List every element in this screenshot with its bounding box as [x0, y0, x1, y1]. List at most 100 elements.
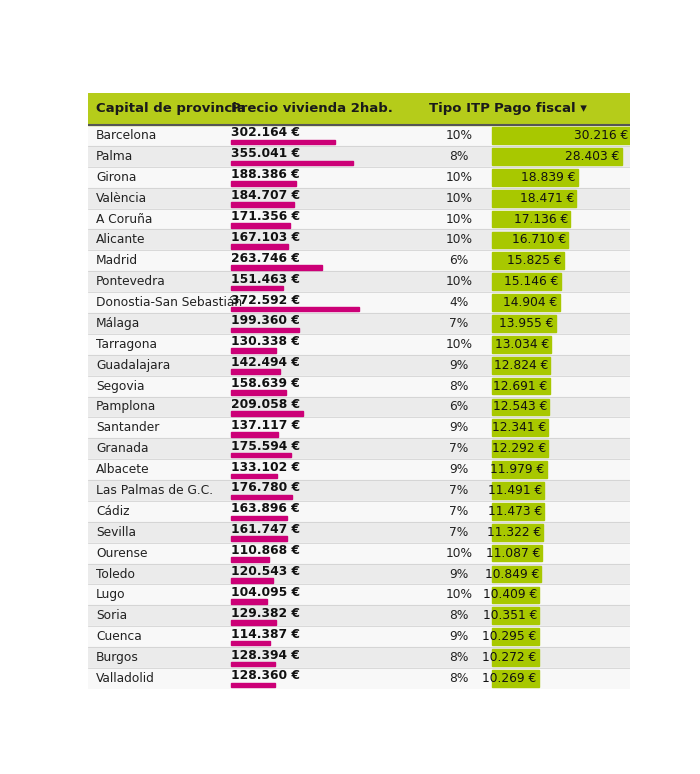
Bar [231, 348, 276, 353]
Text: 8%: 8% [449, 672, 469, 685]
Bar [231, 411, 303, 416]
Text: Guadalajara: Guadalajara [96, 358, 170, 372]
Text: 7%: 7% [449, 442, 469, 455]
Bar [231, 244, 288, 248]
Bar [231, 327, 300, 332]
Text: 12.691 €: 12.691 € [494, 379, 547, 392]
Bar [231, 453, 291, 457]
Text: 30.216 €: 30.216 € [573, 129, 628, 142]
Text: 372.592 €: 372.592 € [231, 293, 300, 307]
Text: 4%: 4% [449, 296, 469, 309]
Text: 13.955 €: 13.955 € [499, 317, 554, 330]
Text: 10%: 10% [446, 234, 473, 246]
Text: 14.904 €: 14.904 € [503, 296, 558, 309]
Bar [231, 662, 275, 666]
Text: 10%: 10% [446, 192, 473, 204]
Bar [231, 265, 321, 269]
Bar [231, 474, 276, 478]
Text: 10%: 10% [446, 171, 473, 183]
Text: 12.292 €: 12.292 € [491, 442, 546, 455]
Bar [88, 354, 630, 375]
Bar [491, 566, 541, 582]
Bar [231, 683, 275, 687]
Bar [88, 584, 630, 605]
Text: 120.543 €: 120.543 € [231, 565, 300, 578]
Bar [491, 294, 560, 311]
Bar [231, 641, 270, 646]
Bar [491, 148, 622, 165]
Text: 12.341 €: 12.341 € [491, 421, 546, 434]
Text: 7%: 7% [449, 505, 469, 518]
Text: 7%: 7% [449, 484, 469, 497]
Text: 6%: 6% [449, 255, 469, 267]
Bar [88, 146, 630, 167]
Text: 161.747 €: 161.747 € [231, 523, 300, 536]
Text: Capital de provincia: Capital de provincia [96, 102, 246, 115]
Text: Lugo: Lugo [96, 588, 126, 601]
Text: 129.382 €: 129.382 € [231, 607, 300, 620]
Text: Burgos: Burgos [96, 651, 139, 664]
Text: 15.825 €: 15.825 € [508, 255, 562, 267]
Text: Albacete: Albacete [96, 463, 150, 476]
Bar [231, 495, 292, 499]
Text: 7%: 7% [449, 317, 469, 330]
Text: 10.351 €: 10.351 € [482, 609, 537, 622]
Bar [88, 334, 630, 354]
Text: 9%: 9% [449, 421, 469, 434]
Bar [231, 160, 353, 165]
Text: 128.394 €: 128.394 € [231, 649, 300, 662]
Text: Santander: Santander [96, 421, 160, 434]
Text: 104.095 €: 104.095 € [231, 586, 300, 599]
Bar [491, 190, 576, 207]
Text: 17.136 €: 17.136 € [514, 213, 568, 225]
Bar [491, 608, 539, 624]
Text: 7%: 7% [449, 526, 469, 539]
Bar [491, 399, 549, 416]
Bar [88, 668, 630, 689]
Text: Barcelona: Barcelona [96, 129, 158, 142]
Bar [88, 313, 630, 334]
Text: 10%: 10% [446, 546, 473, 560]
Text: 167.103 €: 167.103 € [231, 231, 300, 244]
Text: 10%: 10% [446, 337, 473, 351]
Text: 11.979 €: 11.979 € [490, 463, 545, 476]
Bar [491, 628, 539, 645]
Bar [88, 93, 630, 125]
Text: 15.146 €: 15.146 € [505, 276, 559, 288]
Text: 158.639 €: 158.639 € [231, 377, 300, 390]
Text: 171.356 €: 171.356 € [231, 210, 300, 223]
Bar [88, 480, 630, 501]
Bar [491, 420, 548, 437]
Text: 10%: 10% [446, 276, 473, 288]
Text: 199.360 €: 199.360 € [231, 314, 300, 327]
Bar [491, 503, 544, 519]
Text: 128.360 €: 128.360 € [231, 670, 300, 683]
Text: 10%: 10% [446, 588, 473, 601]
Text: 188.386 €: 188.386 € [231, 168, 300, 181]
Text: Precio vivienda 2hab.: Precio vivienda 2hab. [231, 102, 393, 115]
Text: 13.034 €: 13.034 € [495, 337, 550, 351]
Text: Tipo ITP: Tipo ITP [428, 102, 489, 115]
Bar [231, 432, 278, 437]
Text: Sevilla: Sevilla [96, 526, 136, 539]
Bar [88, 125, 630, 146]
Bar [231, 223, 290, 228]
Bar [491, 211, 570, 228]
Bar [491, 670, 539, 687]
Text: 9%: 9% [449, 358, 469, 372]
Text: Cádiz: Cádiz [96, 505, 130, 518]
Text: 9%: 9% [449, 630, 469, 643]
Bar [88, 167, 630, 188]
Bar [231, 599, 267, 604]
Text: Pontevedra: Pontevedra [96, 276, 166, 288]
Text: 10.269 €: 10.269 € [482, 672, 536, 685]
Text: 28.403 €: 28.403 € [565, 150, 620, 163]
Bar [231, 515, 287, 520]
Bar [231, 202, 295, 207]
Bar [491, 649, 539, 666]
Text: 114.387 €: 114.387 € [231, 628, 300, 641]
Text: Las Palmas de G.C.: Las Palmas de G.C. [96, 484, 214, 497]
Text: 11.087 €: 11.087 € [486, 546, 540, 560]
Bar [231, 536, 286, 541]
Bar [231, 620, 276, 625]
